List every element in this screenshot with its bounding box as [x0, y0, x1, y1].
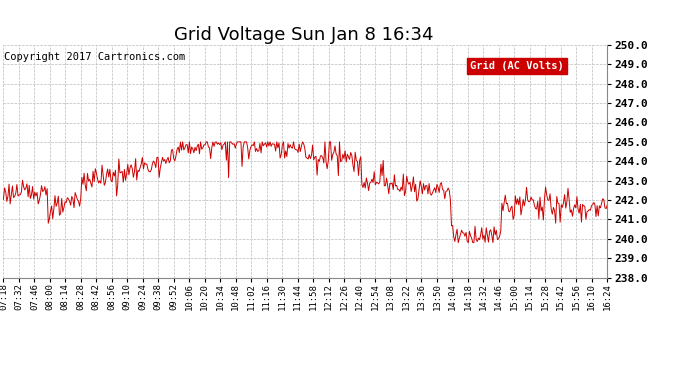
Text: Grid Voltage Sun Jan 8 16:34: Grid Voltage Sun Jan 8 16:34	[174, 26, 433, 44]
Text: Copyright 2017 Cartronics.com: Copyright 2017 Cartronics.com	[4, 52, 186, 62]
Text: Grid (AC Volts): Grid (AC Volts)	[470, 61, 564, 71]
